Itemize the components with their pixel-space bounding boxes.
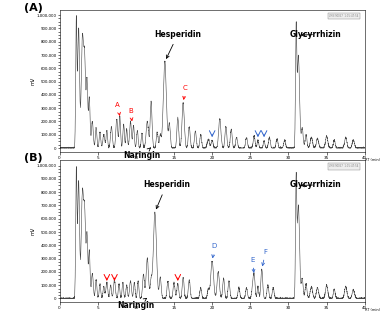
Text: Glycyrrhizin: Glycyrrhizin — [289, 30, 341, 39]
Text: A: A — [115, 102, 121, 115]
Text: B: B — [128, 108, 133, 121]
Text: LMN 90057  1:15:47:54: LMN 90057 1:15:47:54 — [329, 164, 359, 168]
Text: (B): (B) — [25, 153, 43, 163]
Text: E: E — [250, 257, 255, 272]
Y-axis label: mV: mV — [30, 77, 35, 85]
Text: (A): (A) — [25, 3, 43, 13]
Text: RT (min): RT (min) — [366, 158, 381, 162]
Text: Hesperidin: Hesperidin — [143, 181, 190, 209]
Text: F: F — [262, 249, 268, 266]
Text: D: D — [212, 243, 217, 258]
Text: C: C — [183, 85, 188, 99]
Text: Glycyrrhizin: Glycyrrhizin — [289, 181, 341, 189]
Text: LMN 90057  1:15:47:54: LMN 90057 1:15:47:54 — [329, 14, 359, 18]
Text: RT (min): RT (min) — [366, 308, 381, 312]
Text: Hesperidin: Hesperidin — [154, 30, 201, 58]
Text: Naringin: Naringin — [117, 298, 154, 310]
Text: Naringin: Naringin — [123, 148, 161, 160]
Y-axis label: mV: mV — [30, 227, 35, 235]
